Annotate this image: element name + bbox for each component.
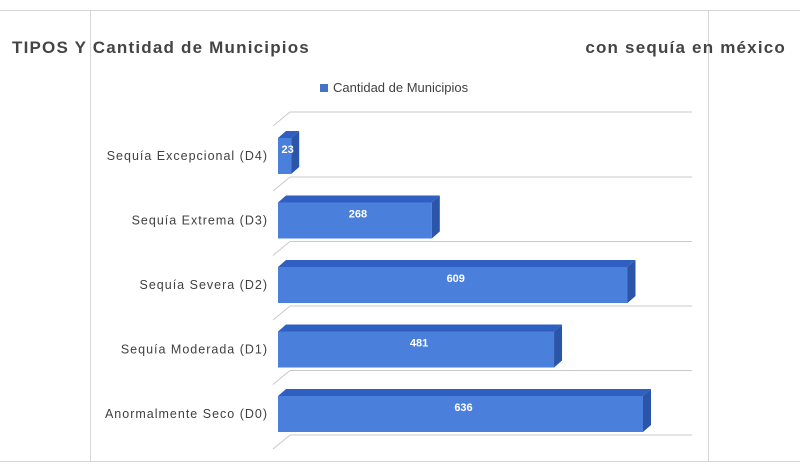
gridline-diag-4	[272, 370, 291, 385]
data-label-3: 481	[410, 338, 428, 350]
data-label-4: 636	[454, 402, 472, 414]
gridline-diag-3	[272, 305, 291, 321]
gridline-diag-2	[272, 241, 291, 256]
data-label-2: 609	[447, 273, 465, 285]
category-label-0: Sequía Excepcional (D4)	[107, 149, 268, 163]
category-label-3: Sequía Moderada (D1)	[121, 343, 268, 357]
bar-front-4	[278, 396, 643, 432]
bar-side-3	[554, 324, 563, 368]
frame-line-bottom	[0, 461, 800, 462]
bar-side-0	[291, 131, 300, 174]
bar-top-0	[278, 131, 300, 138]
legend-label: Cantidad de Municipios	[333, 80, 469, 95]
chart-title-left: TIPOS Y Cantidad de Municipios	[12, 38, 310, 57]
bar-front-2	[278, 267, 628, 303]
bar-front-1	[278, 202, 432, 239]
category-label-2: Sequía Severa (D2)	[140, 278, 268, 292]
bar-side-4	[643, 389, 651, 432]
bar-side-2	[627, 260, 636, 303]
bar-front-0	[278, 138, 292, 174]
legend-swatch	[320, 83, 328, 92]
data-label-1: 268	[349, 209, 367, 221]
frame-line-right	[708, 10, 709, 462]
legend: Cantidad de Municipios	[320, 80, 468, 95]
bar-top-3	[278, 324, 563, 332]
gridline-diag-0	[272, 111, 291, 127]
bar-top-4	[278, 389, 651, 396]
data-label-0: 23	[281, 144, 293, 156]
gridline-diag-5	[272, 434, 291, 450]
category-label-1: Sequía Extrema (D3)	[132, 214, 268, 228]
category-label-4: Anormalmente Seco (D0)	[105, 407, 268, 421]
bar-front-3	[278, 331, 555, 368]
chart-title-right: con sequía en méxico	[585, 38, 786, 57]
bar-side-1	[431, 195, 440, 239]
frame-line-top	[0, 10, 800, 11]
gridline-diag-1	[272, 176, 291, 192]
bar-top-2	[278, 260, 636, 267]
frame-line-left	[90, 10, 91, 462]
bar-top-1	[278, 195, 440, 203]
